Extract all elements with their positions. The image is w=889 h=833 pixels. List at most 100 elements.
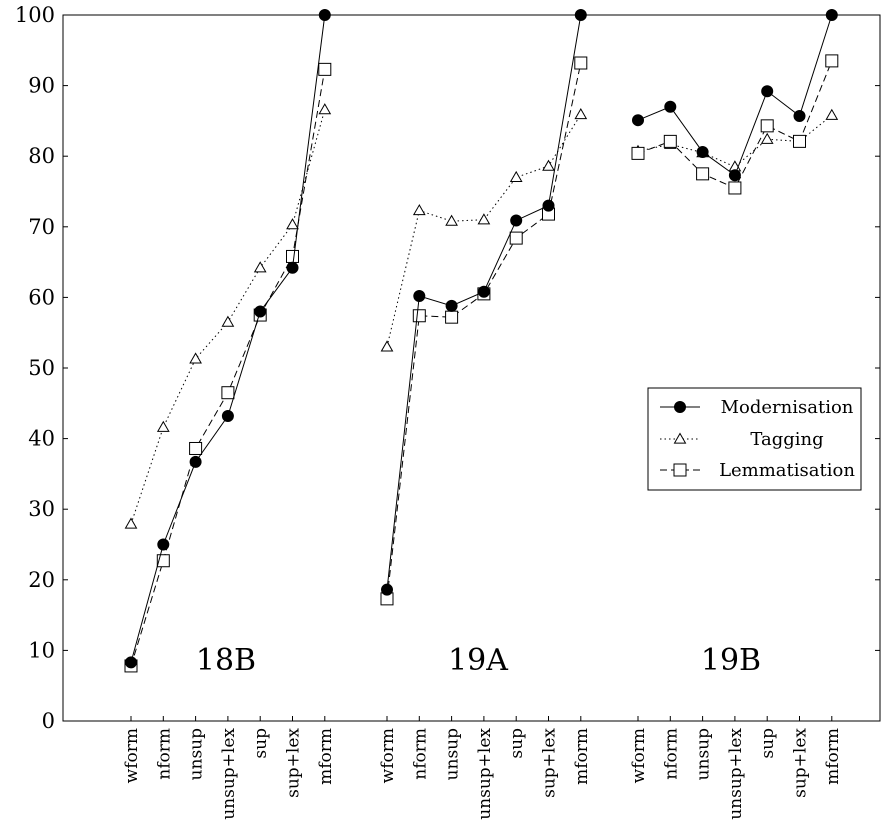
x-tick-label: nform: [154, 728, 174, 780]
legend: Modernisation Tagging Lemmatisation: [647, 387, 862, 491]
x-tick-label: unsup+lex: [219, 728, 239, 820]
y-tick-label: 10: [28, 638, 55, 662]
y-tick-label: 50: [28, 356, 55, 380]
modernisation-point: [221, 410, 234, 423]
x-tick-label: wform: [629, 728, 649, 783]
modernisation-point: [632, 114, 644, 127]
modernisation-point: [445, 299, 458, 312]
lemmatisation-point: [793, 134, 806, 148]
tagging-point: [542, 159, 555, 171]
modernisation-point: [761, 85, 774, 98]
lemmatisation-point: [412, 309, 426, 323]
modernisation-point: [125, 656, 137, 669]
lemmatisation-point: [318, 62, 332, 76]
modernisation-point: [381, 583, 393, 596]
tagging-point: [380, 340, 394, 352]
group-labels: 18B 19A 19B: [196, 643, 761, 678]
x-tick-label: nform: [410, 728, 430, 780]
y-tick-label: 20: [28, 568, 55, 592]
legend-label-modernisation: Modernisation: [721, 397, 854, 418]
x-tick-label: mform: [316, 728, 336, 785]
modernisation-line: [637, 14, 833, 177]
lemmatisation-point: [509, 231, 523, 245]
modernisation-point: [413, 289, 426, 302]
tagging-point: [412, 204, 426, 216]
modernisation-point: [254, 305, 267, 318]
lemmatisation-point: [728, 181, 742, 195]
y-tick-label: 30: [28, 497, 55, 521]
modernisation-point: [157, 538, 170, 551]
modernisation-point: [510, 214, 523, 227]
y-tick-label: 0: [42, 709, 55, 733]
y-tick-label: 90: [28, 74, 55, 98]
legend-label-tagging: Tagging: [750, 429, 823, 450]
lemmatisation-point: [663, 134, 677, 148]
x-tick-label: unsup: [187, 728, 207, 781]
x-tick-label: wform: [122, 728, 142, 783]
series: [124, 9, 839, 673]
tagging-point: [445, 214, 458, 226]
lemmatisation-line: [130, 69, 326, 667]
y-tick-label: 100: [15, 3, 55, 27]
modernisation-point: [728, 169, 741, 182]
x-tick-label: wform: [378, 728, 398, 783]
modernisation-point: [664, 100, 677, 113]
legend-marker-lemmatisation: [673, 463, 687, 477]
tagging-point: [825, 108, 839, 120]
lemmatisation-point: [760, 119, 774, 133]
x-tick-label: nform: [661, 728, 681, 780]
lemmatisation-point: [631, 146, 645, 160]
modernisation-point: [318, 9, 331, 21]
lemmatisation-point: [825, 54, 839, 68]
tagging-point: [221, 315, 235, 327]
tagging-point: [156, 420, 170, 432]
modernisation-line: [386, 14, 582, 590]
lemmatisation-point: [189, 441, 203, 455]
x-tick-label: sup: [758, 728, 778, 759]
modernisation-point: [286, 261, 299, 274]
x-tick-label: unsup+lex: [726, 728, 746, 820]
x-tick-label: unsup: [443, 728, 463, 781]
lemmatisation-line: [386, 62, 582, 599]
x-tick-label: mform: [572, 728, 592, 785]
x-tick-label: unsup+lex: [475, 728, 495, 820]
group-label: 19A: [448, 643, 508, 678]
lemmatisation-point: [286, 249, 299, 263]
x-tick-label: sup+lex: [791, 728, 811, 798]
x-tick-label: unsup: [694, 728, 714, 781]
modernisation-point: [793, 109, 806, 122]
tagging-point: [509, 170, 523, 183]
lemmatisation-point: [696, 167, 710, 181]
lemmatisation-point: [156, 554, 170, 568]
tagging-point: [574, 108, 588, 120]
modernisation-point: [477, 285, 490, 298]
plot-frame: [62, 14, 881, 722]
tagging-point: [477, 213, 491, 225]
tagging-point: [318, 103, 332, 115]
modernisation-point: [542, 199, 555, 212]
x-tick-label: mform: [823, 728, 843, 785]
y-tick-label: 80: [28, 144, 55, 168]
x-tick-label: sup+lex: [284, 728, 304, 798]
legend-marker-tagging: [673, 432, 687, 444]
group-label: 19B: [701, 643, 761, 678]
tagging-point: [253, 261, 267, 273]
tagging-point: [124, 517, 138, 529]
tagging-point: [760, 132, 774, 144]
y-tick-label: 60: [28, 285, 55, 309]
y-tick-label: 40: [28, 427, 55, 451]
legend-marker-modernisation: [674, 401, 686, 413]
x-tick-label: sup: [251, 728, 271, 759]
modernisation-point: [696, 145, 709, 158]
legend-label-lemmatisation: Lemmatisation: [719, 460, 855, 481]
modernisation-point: [574, 9, 587, 21]
modernisation-point: [189, 455, 202, 468]
tagging-point: [189, 352, 202, 364]
x-tick-label: sup+lex: [540, 728, 560, 798]
lemmatisation-point: [445, 310, 459, 324]
x-tick-label: sup: [507, 728, 527, 759]
lemmatisation-point: [574, 56, 588, 70]
tagging-point: [286, 218, 299, 230]
